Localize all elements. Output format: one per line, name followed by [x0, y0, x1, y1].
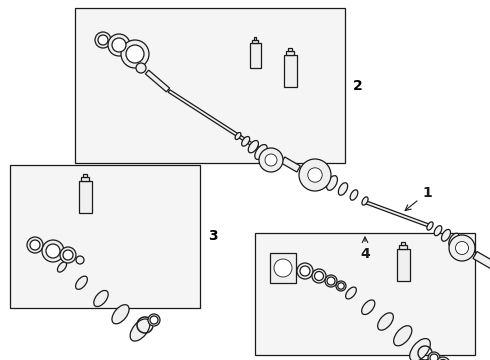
Circle shape	[327, 277, 335, 285]
Ellipse shape	[242, 136, 250, 146]
Circle shape	[112, 38, 126, 52]
Ellipse shape	[345, 287, 356, 299]
Bar	[252, 40, 258, 42]
Circle shape	[98, 35, 108, 45]
Text: 2: 2	[353, 78, 363, 93]
Circle shape	[336, 281, 346, 291]
Circle shape	[150, 316, 158, 324]
Circle shape	[63, 250, 73, 260]
Ellipse shape	[255, 144, 267, 159]
Circle shape	[46, 244, 60, 258]
Ellipse shape	[434, 226, 442, 236]
Ellipse shape	[248, 140, 258, 153]
Circle shape	[338, 283, 344, 289]
Polygon shape	[473, 252, 490, 270]
Circle shape	[60, 247, 76, 263]
Circle shape	[95, 32, 111, 48]
Circle shape	[428, 352, 440, 360]
Bar	[78, 181, 92, 213]
Ellipse shape	[350, 190, 358, 200]
Bar	[81, 177, 89, 181]
Ellipse shape	[75, 276, 87, 289]
Ellipse shape	[410, 338, 430, 360]
Bar	[399, 245, 407, 249]
Circle shape	[449, 235, 475, 261]
Ellipse shape	[427, 222, 433, 230]
Circle shape	[265, 154, 277, 166]
Text: 4: 4	[360, 237, 370, 261]
Circle shape	[108, 34, 130, 56]
Circle shape	[274, 259, 292, 277]
Bar	[75, 8, 345, 163]
Circle shape	[42, 240, 64, 262]
Bar	[10, 165, 200, 308]
Circle shape	[308, 168, 322, 182]
Circle shape	[312, 269, 326, 283]
Circle shape	[456, 242, 468, 255]
Polygon shape	[365, 201, 431, 228]
Ellipse shape	[362, 197, 368, 205]
Circle shape	[297, 263, 313, 279]
Circle shape	[315, 271, 323, 280]
Text: 3: 3	[208, 230, 218, 243]
Circle shape	[430, 354, 438, 360]
Bar	[83, 174, 87, 177]
Circle shape	[76, 256, 84, 264]
Circle shape	[126, 45, 144, 63]
Ellipse shape	[339, 183, 347, 195]
Bar	[284, 55, 296, 87]
Bar	[396, 249, 410, 281]
Ellipse shape	[362, 300, 375, 315]
Circle shape	[325, 275, 337, 287]
Polygon shape	[146, 70, 170, 92]
Circle shape	[299, 159, 331, 191]
Circle shape	[300, 266, 310, 276]
Ellipse shape	[326, 176, 338, 190]
Bar	[401, 242, 405, 245]
Ellipse shape	[130, 319, 150, 341]
Circle shape	[259, 148, 283, 172]
Circle shape	[121, 40, 149, 68]
Ellipse shape	[57, 262, 67, 272]
Circle shape	[30, 240, 40, 250]
Bar	[289, 48, 292, 51]
Bar	[254, 37, 256, 40]
Bar	[249, 42, 261, 68]
Bar	[270, 253, 296, 283]
Ellipse shape	[393, 326, 412, 346]
Ellipse shape	[378, 313, 393, 330]
Bar	[255, 233, 475, 355]
Circle shape	[148, 314, 160, 326]
Ellipse shape	[441, 229, 450, 241]
Bar	[286, 51, 294, 55]
Circle shape	[436, 357, 450, 360]
Ellipse shape	[112, 305, 129, 324]
Circle shape	[136, 63, 146, 73]
Circle shape	[27, 237, 43, 253]
Ellipse shape	[94, 291, 108, 307]
Text: 1: 1	[405, 186, 432, 211]
Polygon shape	[168, 90, 274, 159]
Ellipse shape	[449, 233, 459, 247]
Ellipse shape	[235, 132, 241, 140]
Polygon shape	[281, 157, 300, 172]
